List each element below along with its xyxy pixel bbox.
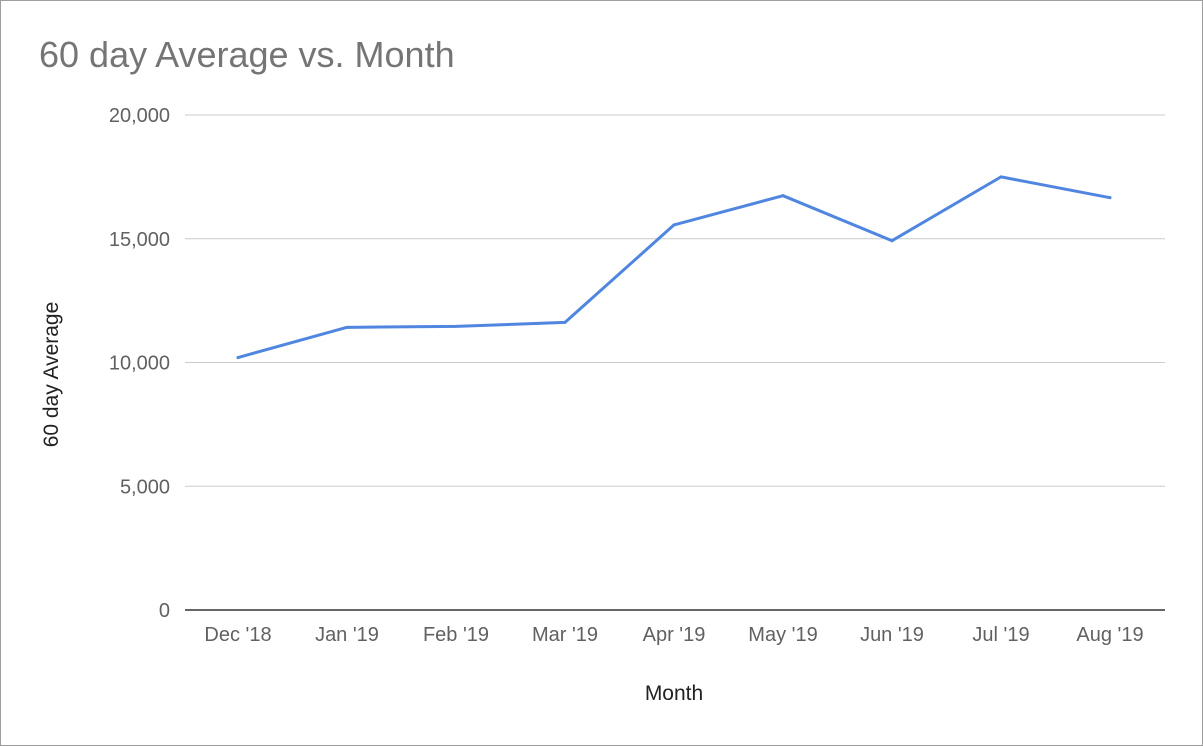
x-tick-label: Aug '19 xyxy=(1076,624,1143,646)
x-tick-label: Jan '19 xyxy=(315,624,379,646)
y-tick-label: 0 xyxy=(159,600,170,622)
data-point xyxy=(563,320,567,324)
y-axis-title: 60 day Average xyxy=(40,302,63,448)
x-axis-tick-labels: Dec '18 Jan '19 Feb '19 Mar '19 Apr '19 May '… xyxy=(204,624,1143,646)
data-point xyxy=(890,239,894,243)
x-tick-label: Feb '19 xyxy=(423,624,489,646)
data-point xyxy=(345,325,349,329)
y-tick-label: 5,000 xyxy=(120,476,170,498)
data-point xyxy=(672,223,676,227)
data-point xyxy=(999,175,1003,179)
chart-title: 60 day Average vs. Month xyxy=(39,34,455,75)
x-tick-label: Jun '19 xyxy=(860,624,924,646)
gridlines xyxy=(185,114,1165,487)
data-series xyxy=(236,175,1112,360)
series-line xyxy=(236,175,1112,360)
x-tick-label: Jul '19 xyxy=(972,624,1029,646)
y-tick-label: 15,000 xyxy=(109,229,170,251)
data-point xyxy=(1108,196,1112,200)
x-tick-label: Mar '19 xyxy=(532,624,598,646)
x-tick-label: May '19 xyxy=(748,624,817,646)
data-point xyxy=(454,324,458,328)
data-point xyxy=(236,356,240,360)
data-point xyxy=(781,194,785,198)
y-tick-label: 10,000 xyxy=(109,353,170,375)
y-tick-label: 20,000 xyxy=(109,105,170,127)
x-tick-label: Apr '19 xyxy=(643,624,706,646)
x-tick-label: Dec '18 xyxy=(204,624,271,646)
x-axis-title: Month xyxy=(645,682,703,705)
y-axis-tick-labels: 0 5,000 10,000 15,000 20,000 xyxy=(109,105,170,622)
